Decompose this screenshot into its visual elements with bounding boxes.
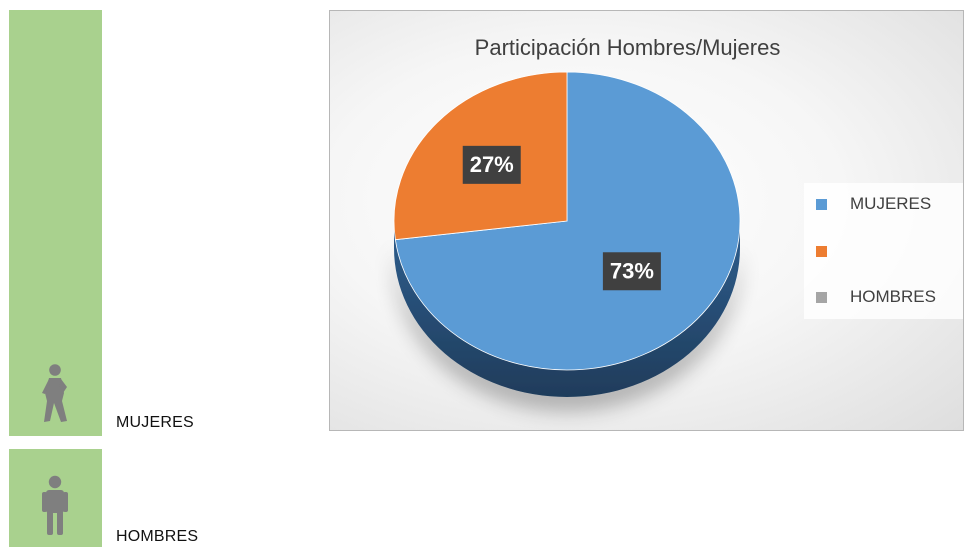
pie-label-mujeres-box (602, 252, 661, 291)
pie-3d-side (394, 221, 740, 397)
legend-swatch-hombres (816, 291, 827, 303)
man-figure-icon (42, 475, 68, 535)
pie-label-orange-text: 27% (470, 152, 514, 177)
pie-label-orange-box (462, 145, 521, 184)
legend-swatch-mujeres (816, 198, 827, 210)
legend-item-mujeres: MUJERES (816, 193, 931, 215)
pie-label-mujeres-text: 73% (610, 258, 654, 283)
legend-label-mujeres: MUJERES (850, 194, 932, 213)
chart-panel: Participación Hombres/Mujeres 73% 27% (329, 10, 964, 431)
legend-swatch-orange (816, 245, 827, 257)
legend-item-orange (816, 240, 850, 262)
pie-label-mujeres: 73% (602, 252, 661, 291)
chart-legend: MUJERES HOMBRES (804, 183, 963, 319)
woman-figure-icon (42, 364, 67, 422)
pie-chart: 73% 27% (393, 71, 741, 397)
pie-slice-mujeres (394, 71, 741, 371)
legend-label-hombres: HOMBRES (850, 287, 936, 306)
pie-label-orange: 27% (462, 145, 521, 184)
men-side-label: HOMBRES (116, 528, 199, 545)
legend-item-hombres: HOMBRES (816, 286, 936, 308)
chart-title: Participación Hombres/Mujeres (474, 35, 781, 60)
women-side-label: MUJERES (116, 414, 194, 431)
pie-side-band (394, 221, 740, 397)
